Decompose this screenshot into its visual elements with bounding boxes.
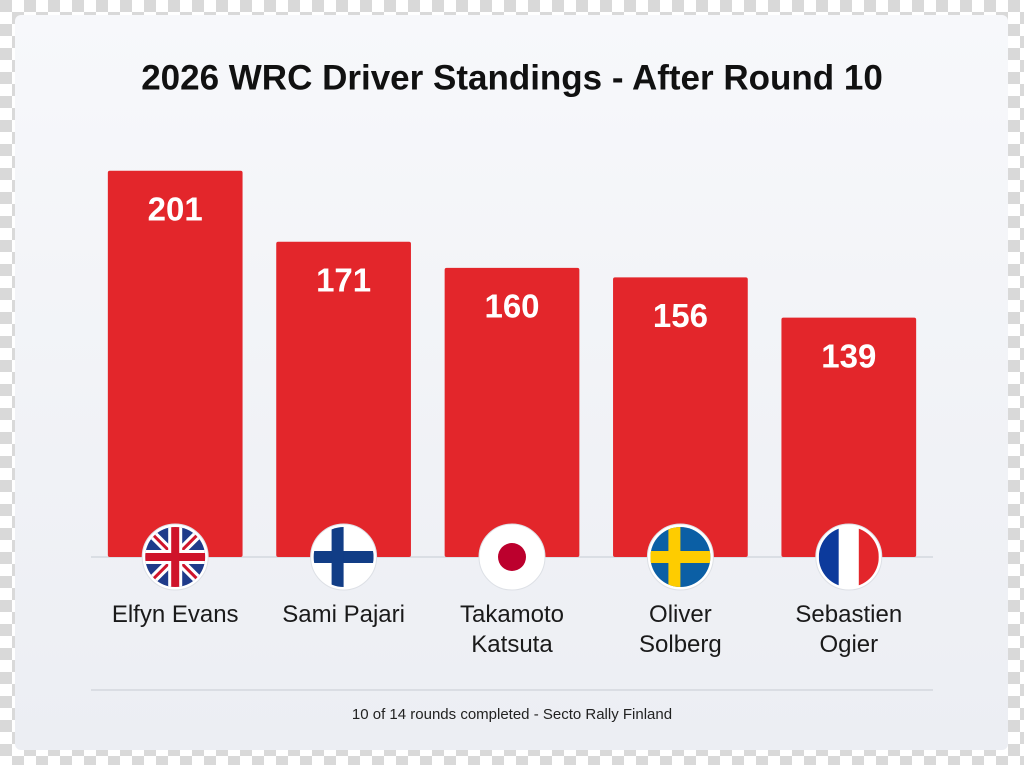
flag-cross bbox=[668, 527, 681, 587]
flag-sun bbox=[498, 543, 526, 571]
x-tick-label: Takamoto Katsuta bbox=[459, 601, 565, 658]
x-tick-label: Elfyn Evans bbox=[111, 601, 239, 628]
chart-title: 2026 WRC Driver Standings - After Round … bbox=[141, 58, 883, 97]
bar bbox=[781, 317, 917, 557]
flag bbox=[650, 527, 711, 587]
flag-stripe bbox=[838, 527, 859, 587]
footnote: 10 of 14 rounds completed - Secto Rally … bbox=[352, 706, 672, 723]
flag bbox=[313, 527, 374, 587]
value-label: 139 bbox=[821, 337, 876, 374]
value-label: 171 bbox=[316, 262, 371, 299]
value-label: 201 bbox=[148, 190, 203, 227]
value-label: 156 bbox=[653, 297, 708, 334]
flag-cross bbox=[171, 527, 180, 587]
x-tick-label: Sami Pajari bbox=[282, 601, 405, 628]
flag-cross bbox=[331, 527, 344, 587]
flag bbox=[482, 527, 542, 587]
x-tick-label: Oliver Solberg bbox=[639, 601, 722, 658]
flag-stripe bbox=[858, 527, 879, 587]
bar bbox=[107, 170, 243, 557]
flag-stripe bbox=[818, 527, 839, 587]
x-tick-label: Sebastien Ogier bbox=[795, 601, 903, 658]
flag bbox=[145, 527, 206, 587]
value-label: 160 bbox=[484, 288, 539, 325]
bar bbox=[613, 277, 748, 557]
bar bbox=[444, 267, 580, 557]
bar bbox=[276, 241, 411, 558]
flag bbox=[818, 527, 879, 587]
